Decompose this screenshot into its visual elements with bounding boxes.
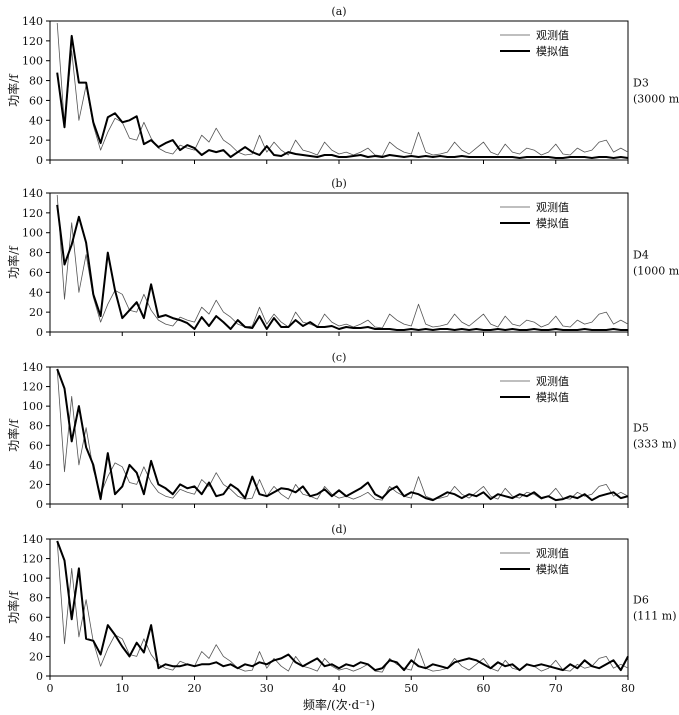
legend-label-simulated: 模拟值 [536, 216, 569, 230]
depth-label: (333 m) [633, 438, 677, 451]
y-axis-label: 功率/f [6, 418, 21, 452]
y-tick-label: 60 [29, 94, 43, 107]
y-tick-label: 60 [29, 266, 43, 279]
panel-label: (a) [331, 5, 346, 18]
legend-label-observed: 观测值 [536, 375, 569, 388]
series-line-simulated [56, 204, 628, 331]
y-tick-label: 140 [22, 187, 43, 200]
series-line-observed [56, 194, 629, 329]
depth-label: (3000 m) [633, 93, 679, 106]
station-label: D3 [633, 77, 649, 90]
panel-d: (d) 0 20 40 60 80 100 120 140 0 10 20 30 40 50 60 70 80 功率… [6, 523, 677, 695]
y-tick-label: 100 [22, 400, 43, 413]
legend-label-observed: 观测值 [536, 201, 569, 214]
y-tick-label: 120 [22, 35, 43, 48]
y-tick-label: 140 [22, 361, 43, 374]
y-tick-label: 80 [29, 592, 43, 605]
y-tick-label: 140 [22, 533, 43, 546]
y-tick-label: 60 [29, 611, 43, 624]
y-tick-label: 20 [29, 478, 43, 491]
depth-label: (1000 m) [633, 265, 679, 278]
y-tick-label: 0 [36, 326, 43, 339]
panel-label: (d) [331, 523, 347, 536]
x-tick-label: 60 [477, 682, 491, 695]
y-tick-label: 120 [22, 381, 43, 394]
y-tick-label: 80 [29, 420, 43, 433]
y-tick-label: 20 [29, 134, 43, 147]
legend-label-simulated: 模拟值 [536, 44, 569, 58]
y-tick-label: 20 [29, 650, 43, 663]
y-axis-label: 功率/f [6, 245, 21, 279]
series-line-simulated [56, 540, 629, 672]
x-tick-label: 30 [260, 682, 274, 695]
x-tick-label: 40 [332, 682, 346, 695]
y-tick-label: 120 [22, 207, 43, 220]
x-tick-label: 20 [188, 682, 202, 695]
x-tick-label: 50 [404, 682, 418, 695]
legend-label-observed: 观测值 [536, 547, 569, 560]
y-tick-label: 0 [36, 154, 43, 167]
y-tick-label: 80 [29, 75, 43, 88]
y-tick-label: 140 [22, 15, 43, 28]
y-tick-label: 100 [22, 227, 43, 240]
panel-label: (c) [332, 351, 347, 364]
legend-label-observed: 观测值 [536, 29, 569, 42]
y-tick-label: 40 [29, 114, 43, 127]
x-tick-label: 0 [47, 682, 54, 695]
y-axis-label: 功率/f [6, 73, 21, 107]
series-line-simulated [56, 34, 629, 159]
series-line-simulated [56, 368, 629, 502]
series-line-observed [56, 368, 629, 501]
station-label: D5 [633, 422, 649, 435]
y-tick-label: 20 [29, 306, 43, 319]
y-tick-label: 40 [29, 631, 43, 644]
station-label: D6 [633, 594, 649, 607]
y-tick-label: 0 [36, 498, 43, 511]
y-tick-label: 60 [29, 439, 43, 452]
x-tick-label: 80 [621, 682, 635, 695]
y-tick-label: 40 [29, 286, 43, 299]
depth-label: (111 m) [633, 610, 677, 623]
legend-label-simulated: 模拟值 [536, 562, 569, 576]
y-tick-label: 40 [29, 459, 43, 472]
y-axis-label: 功率/f [6, 590, 21, 624]
legend-label-simulated: 模拟值 [536, 390, 569, 404]
y-tick-label: 100 [22, 572, 43, 585]
x-tick-label: 70 [549, 682, 563, 695]
y-tick-label: 0 [36, 670, 43, 683]
panel-label: (b) [331, 177, 347, 190]
y-tick-label: 80 [29, 247, 43, 260]
y-tick-label: 120 [22, 553, 43, 566]
y-tick-label: 100 [22, 55, 43, 68]
station-label: D4 [633, 249, 649, 262]
x-axis-label: 频率/(次·d⁻¹) [303, 697, 375, 712]
x-tick-label: 10 [115, 682, 129, 695]
series-line-observed [56, 22, 629, 157]
